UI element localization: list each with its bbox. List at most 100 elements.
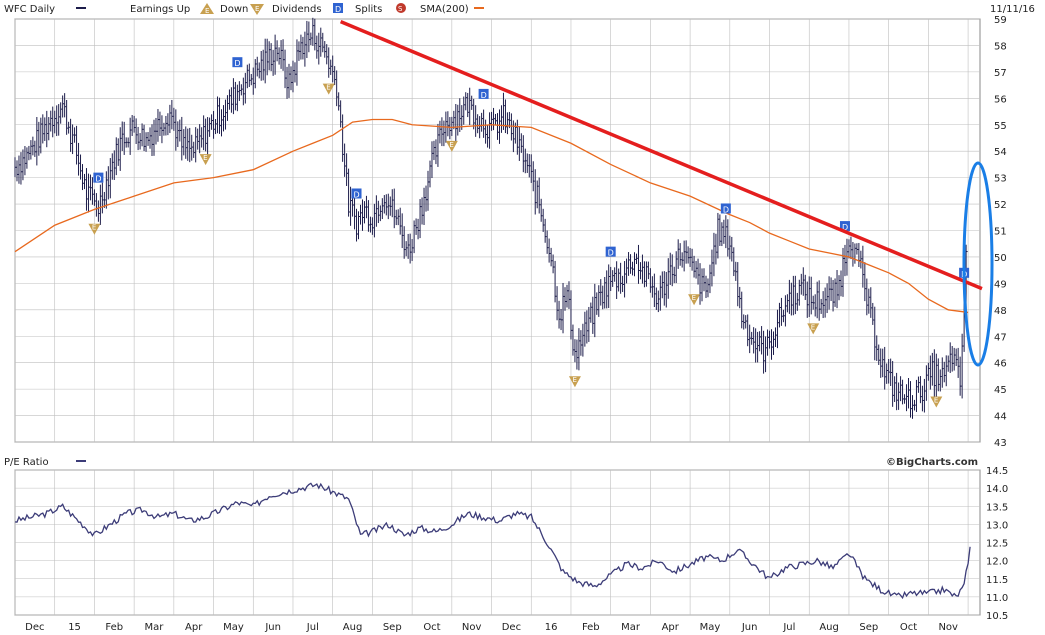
watermark: ©BigCharts.com — [886, 457, 978, 468]
dividend-marker-icon: D — [93, 172, 104, 184]
triangle-down-E-icon: E — [250, 4, 264, 15]
svg-text:E: E — [255, 5, 259, 13]
x-tick-label: Sep — [859, 622, 878, 633]
earnings-marker-letter: E — [92, 224, 96, 232]
pe-ratio-line — [14, 482, 971, 600]
dividend-marker-letter: D — [842, 223, 848, 232]
splits-label: Splits — [355, 4, 382, 15]
symbol-label: WFC Daily — [4, 4, 55, 15]
earnings-up-label: Earnings Up — [130, 4, 190, 15]
earnings-marker-letter: E — [449, 141, 453, 149]
earnings-marker-shape — [807, 323, 820, 335]
sma-200-line — [14, 118, 969, 314]
earnings-marker-icon: E — [322, 83, 335, 95]
price-y-tick-label: 45 — [994, 385, 1007, 396]
x-tick-label: Dec — [25, 622, 44, 633]
earnings-marker-shape — [930, 396, 943, 408]
earnings-marker-icon: E — [88, 223, 101, 235]
dividend-marker-box — [232, 57, 243, 68]
price-y-tick-label: 59 — [994, 15, 1007, 26]
x-tick-label: Jul — [306, 622, 319, 633]
price-y-tick-label: 54 — [994, 147, 1007, 158]
dividend-marker-letter: D — [481, 91, 487, 100]
price-y-tick-label: 58 — [994, 41, 1007, 52]
x-tick-label: Jun — [264, 622, 281, 633]
x-tick-label: Dec — [502, 622, 521, 633]
dividend-marker-icon: D — [478, 88, 489, 100]
dividend-marker-letter: D — [234, 59, 240, 68]
earnings-marker-shape — [568, 376, 581, 388]
earnings-marker-shape — [88, 223, 101, 235]
sma-label: SMA(200) — [420, 4, 469, 15]
x-tick-label: Oct — [900, 622, 917, 633]
earnings-marker-icon: E — [807, 323, 820, 335]
earnings-marker-icon: E — [688, 294, 701, 306]
price-y-tick-label: 46 — [994, 359, 1007, 370]
x-tick-label: Feb — [105, 622, 123, 633]
price-y-tick-label: 47 — [994, 332, 1007, 343]
pe-swatch — [76, 460, 86, 462]
sma-swatch — [474, 7, 484, 9]
down-label: Down — [220, 4, 248, 15]
pe-panel: 10.5 11.0 11.5 12.0 12.5 13.0 13.5 14.0 14.5 — [14, 466, 1008, 622]
price-panel: 43 44 45 46 47 48 49 50 51 52 53 54 55 56 57 58 59 D D D D D… — [14, 15, 1007, 449]
dividends-label: Dividends — [272, 4, 322, 15]
x-tick-label: Jul — [782, 622, 795, 633]
price-y-tick-label: 43 — [994, 438, 1007, 449]
x-tick-label: Nov — [938, 622, 958, 633]
price-y-tick-label: 56 — [994, 94, 1007, 105]
dividend-marker-box — [478, 88, 489, 99]
svg-text:E: E — [205, 7, 209, 15]
dividend-marker-box — [93, 172, 104, 183]
pe-y-tick-label: 14.5 — [986, 466, 1008, 477]
pe-y-tick-label: 12.0 — [986, 557, 1008, 568]
price-y-tick-label: 52 — [994, 200, 1007, 211]
circle-S-icon: S — [396, 3, 406, 13]
header-legend: WFC Daily Earnings Up E Down E Dividends… — [4, 3, 1035, 15]
price-y-tick-label: 51 — [994, 227, 1007, 238]
x-tick-label: 15 — [68, 622, 81, 633]
x-tick-label: Sep — [383, 622, 402, 633]
x-tick-label: Mar — [145, 622, 165, 633]
trend-line — [339, 20, 983, 291]
price-y-tick-label: 57 — [994, 68, 1007, 79]
price-y-tick-label: 55 — [994, 121, 1007, 132]
earnings-marker-shape — [199, 154, 212, 166]
price-y-tick-label: 53 — [994, 174, 1007, 185]
earnings-marker-shape — [445, 140, 458, 152]
price-y-tick-label: 50 — [994, 253, 1007, 264]
earnings-marker-shape — [688, 294, 701, 306]
dividend-marker-letter: D — [95, 175, 101, 184]
earnings-marker-icon: E — [199, 154, 212, 166]
pe-y-tick-label: 12.5 — [986, 539, 1008, 550]
earnings-marker-letter: E — [572, 376, 576, 384]
x-tick-label: Oct — [423, 622, 440, 633]
earnings-marker-shape — [322, 83, 335, 95]
x-tick-label: Feb — [582, 622, 600, 633]
price-y-tick-label: 49 — [994, 279, 1007, 290]
x-tick-label: Jun — [741, 622, 758, 633]
dividend-marker-icon: D — [605, 246, 616, 258]
dividend-marker-box — [605, 246, 616, 257]
price-y-tick-label: 44 — [994, 412, 1007, 423]
price-y-tick-label: 48 — [994, 306, 1007, 317]
dividend-marker-icon: D — [720, 203, 731, 214]
earnings-marker-icon: E — [930, 396, 943, 408]
earnings-marker-icon: E — [568, 376, 581, 388]
dividend-marker-letter: D — [608, 249, 614, 258]
pe-y-tick-label: 14.0 — [986, 484, 1008, 495]
symbol-swatch — [76, 7, 86, 9]
square-D-icon: D — [333, 3, 343, 14]
earnings-marker-icon: E — [445, 140, 458, 152]
pe-y-tick-label: 10.5 — [986, 611, 1008, 622]
earnings-marker-letter: E — [811, 323, 815, 331]
dividend-marker-icon: D — [839, 221, 850, 232]
dividend-marker-icon: D — [232, 57, 243, 68]
x-tick-label: May — [700, 622, 721, 633]
pe-y-tick-label: 13.0 — [986, 520, 1008, 531]
pe-label: P/E Ratio — [4, 457, 49, 468]
earnings-marker-letter: E — [203, 154, 207, 162]
dividend-marker-icon: D — [351, 188, 362, 199]
dividend-marker-box — [839, 221, 850, 232]
